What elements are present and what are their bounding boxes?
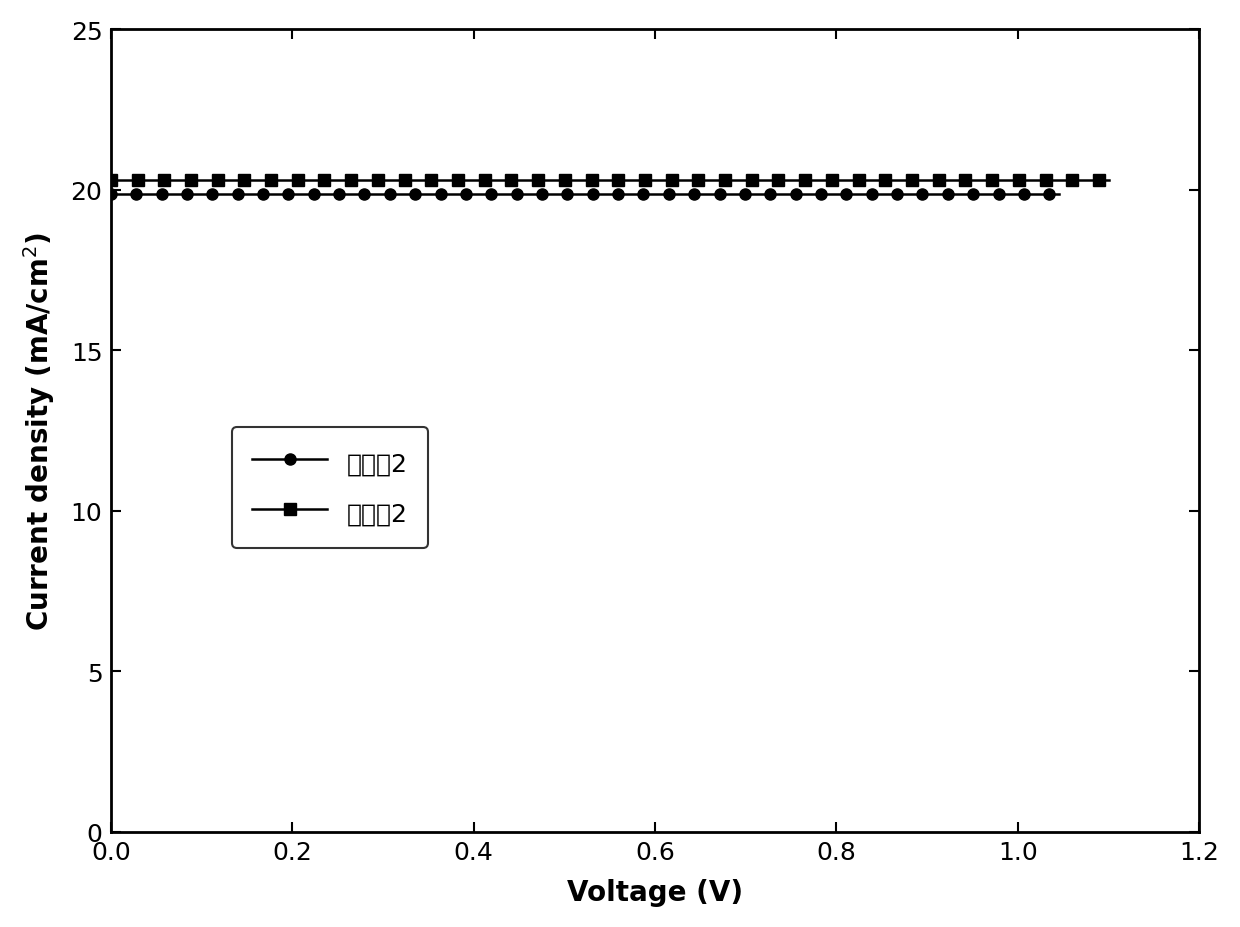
Y-axis label: Current density (mA/cm$^2$): Current density (mA/cm$^2$)	[21, 232, 57, 630]
对比契2	[1052, 190, 1066, 201]
实施契2	[1101, 175, 1116, 186]
对比契2	[665, 190, 680, 201]
X-axis label: Voltage (V): Voltage (V)	[567, 878, 743, 907]
实施契2	[103, 175, 118, 186]
对比契2	[903, 190, 918, 201]
实施契2	[698, 175, 713, 186]
Legend: 对比契2, 实施契2: 对比契2, 实施契2	[232, 427, 428, 549]
对比契2	[107, 190, 122, 201]
实施契2	[714, 175, 729, 186]
对比契2	[962, 190, 977, 201]
实施契2	[107, 175, 122, 186]
对比契2	[668, 190, 683, 201]
实施契2	[694, 175, 709, 186]
对比契2	[683, 190, 698, 201]
对比契2	[103, 190, 118, 201]
实施契2	[1008, 175, 1023, 186]
Line: 实施契2: 实施契2	[105, 175, 1115, 186]
Line: 对比契2: 对比契2	[105, 190, 1064, 201]
实施契2	[945, 175, 960, 186]
